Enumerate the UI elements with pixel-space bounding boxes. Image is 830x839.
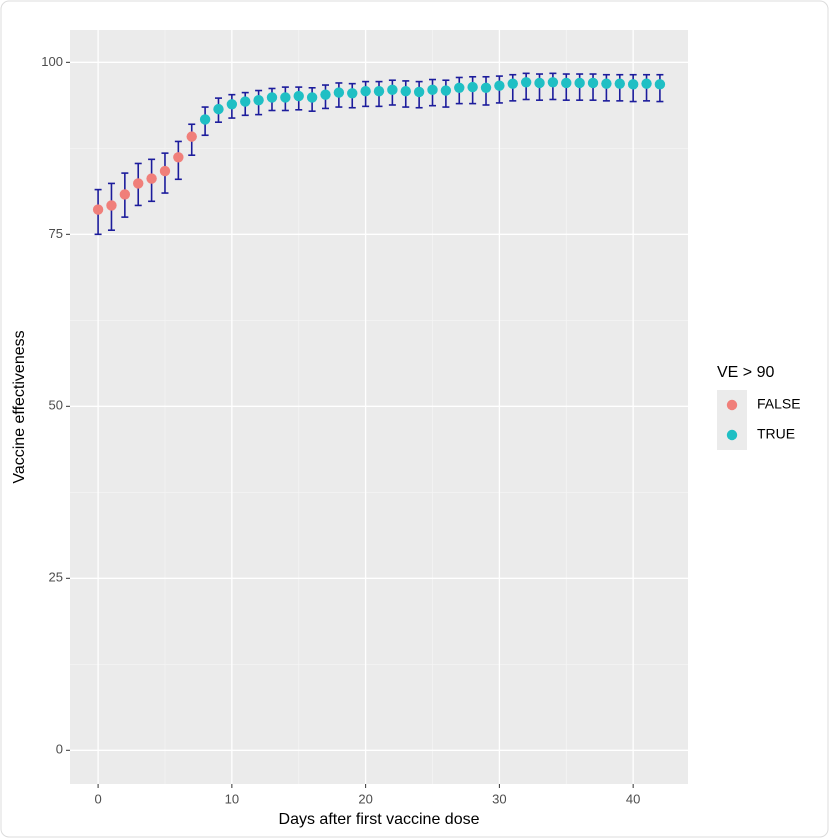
point xyxy=(226,99,238,110)
point xyxy=(480,82,492,93)
point xyxy=(159,165,171,177)
legend-label: FALSE xyxy=(757,396,801,412)
legend-title: VE > 90 xyxy=(717,364,774,381)
point xyxy=(427,84,438,96)
point xyxy=(561,77,572,89)
legend: FALSE TRUE xyxy=(717,390,801,450)
point xyxy=(253,94,264,106)
point xyxy=(133,178,144,189)
y-axis-title: Vaccine effectiveness xyxy=(11,330,28,483)
point xyxy=(186,131,197,142)
point xyxy=(333,87,345,98)
point xyxy=(467,81,478,93)
point xyxy=(413,86,425,98)
y-tick-label: 25 xyxy=(49,570,63,585)
panel xyxy=(70,30,688,784)
legend-marker xyxy=(726,429,738,441)
point xyxy=(601,78,612,89)
marks xyxy=(92,72,666,236)
point xyxy=(654,79,666,90)
y-tick-label: 100 xyxy=(41,54,63,69)
point xyxy=(146,173,157,184)
x-tick-label: 20 xyxy=(358,791,372,806)
point xyxy=(494,80,505,91)
point xyxy=(293,90,304,102)
y-tick-label: 50 xyxy=(49,398,63,413)
point xyxy=(373,86,385,97)
point xyxy=(520,77,532,88)
x-tick-label: 40 xyxy=(626,791,640,806)
y-tick-label: 0 xyxy=(56,742,63,757)
point xyxy=(92,204,104,215)
point xyxy=(173,152,184,163)
point xyxy=(320,89,331,100)
point xyxy=(440,85,452,96)
point xyxy=(534,77,545,89)
point xyxy=(199,114,211,125)
point xyxy=(266,92,278,103)
point xyxy=(587,77,599,89)
y-tick-label: 75 xyxy=(49,226,63,241)
grid: 0 25 50 75 100 0 10 20 30 40 xyxy=(41,30,688,806)
point xyxy=(507,78,518,89)
point xyxy=(641,78,652,89)
point xyxy=(547,77,559,88)
point xyxy=(119,189,131,200)
legend-label: TRUE xyxy=(757,426,795,442)
point xyxy=(347,88,358,99)
point xyxy=(240,96,251,107)
point xyxy=(627,79,639,90)
point xyxy=(213,103,224,115)
point xyxy=(400,86,411,97)
point xyxy=(106,200,117,211)
point xyxy=(360,86,371,97)
legend-marker xyxy=(726,399,738,411)
x-tick-label: 10 xyxy=(225,791,239,806)
point xyxy=(574,77,585,89)
point xyxy=(387,84,398,96)
x-tick-label: 30 xyxy=(492,791,506,806)
point xyxy=(614,78,625,89)
point xyxy=(280,92,291,103)
point xyxy=(454,82,465,93)
x-tick-label: 0 xyxy=(94,791,101,806)
point xyxy=(306,92,318,103)
x-axis-title: Days after first vaccine dose xyxy=(279,811,480,828)
